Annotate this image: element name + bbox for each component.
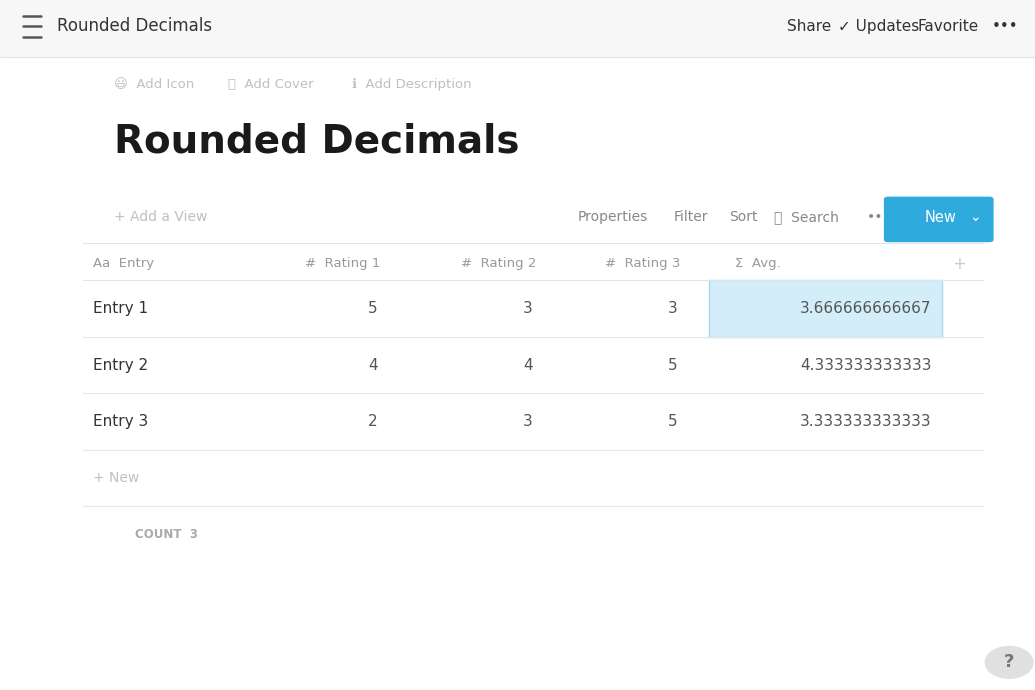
Text: COUNT  3: COUNT 3 xyxy=(135,529,198,541)
Text: 3: 3 xyxy=(524,414,533,429)
Text: 3: 3 xyxy=(669,301,678,316)
Text: ℹ  Add Description: ℹ Add Description xyxy=(352,78,472,90)
Bar xyxy=(0,0,1035,57)
Text: 5: 5 xyxy=(669,357,678,373)
Text: ⌄: ⌄ xyxy=(969,210,980,224)
Text: New: New xyxy=(924,210,956,225)
Text: 2: 2 xyxy=(368,414,378,429)
Text: Favorite: Favorite xyxy=(917,19,978,34)
Text: 3: 3 xyxy=(524,301,533,316)
Text: Entry 2: Entry 2 xyxy=(93,357,148,373)
Text: Entry 1: Entry 1 xyxy=(93,301,148,316)
Text: Sort: Sort xyxy=(729,210,758,224)
Text: ?: ? xyxy=(1004,653,1014,671)
Text: 3.333333333333: 3.333333333333 xyxy=(800,414,932,429)
Bar xyxy=(709,280,942,337)
Text: Properties: Properties xyxy=(578,210,648,224)
Text: 😃  Add Icon: 😃 Add Icon xyxy=(114,78,195,90)
Text: #  Rating 2: # Rating 2 xyxy=(461,257,536,270)
Text: #  Rating 1: # Rating 1 xyxy=(305,257,381,270)
Text: + New: + New xyxy=(93,471,140,485)
Text: 4: 4 xyxy=(524,357,533,373)
Text: •••: ••• xyxy=(992,19,1018,34)
Text: Aa  Entry: Aa Entry xyxy=(93,257,154,270)
Text: 🔍  Search: 🔍 Search xyxy=(774,210,839,224)
Text: 5: 5 xyxy=(368,301,378,316)
Text: +: + xyxy=(952,255,966,273)
Circle shape xyxy=(985,647,1033,678)
Text: 🖼  Add Cover: 🖼 Add Cover xyxy=(228,78,314,90)
FancyBboxPatch shape xyxy=(884,197,994,242)
Text: Share: Share xyxy=(787,19,831,34)
Text: 4: 4 xyxy=(368,357,378,373)
Text: ✓ Updates: ✓ Updates xyxy=(838,19,920,34)
Text: Rounded Decimals: Rounded Decimals xyxy=(114,122,520,161)
Text: •••: ••• xyxy=(867,210,892,224)
Text: Σ  Avg.: Σ Avg. xyxy=(735,257,780,270)
Text: 4.333333333333: 4.333333333333 xyxy=(800,357,932,373)
Text: + Add a View: + Add a View xyxy=(114,210,207,224)
Text: Filter: Filter xyxy=(674,210,708,224)
Text: 3.666666666667: 3.666666666667 xyxy=(800,301,932,316)
Text: 5: 5 xyxy=(669,414,678,429)
Text: Rounded Decimals: Rounded Decimals xyxy=(57,17,212,35)
Text: #  Rating 3: # Rating 3 xyxy=(605,257,681,270)
Text: Entry 3: Entry 3 xyxy=(93,414,148,429)
